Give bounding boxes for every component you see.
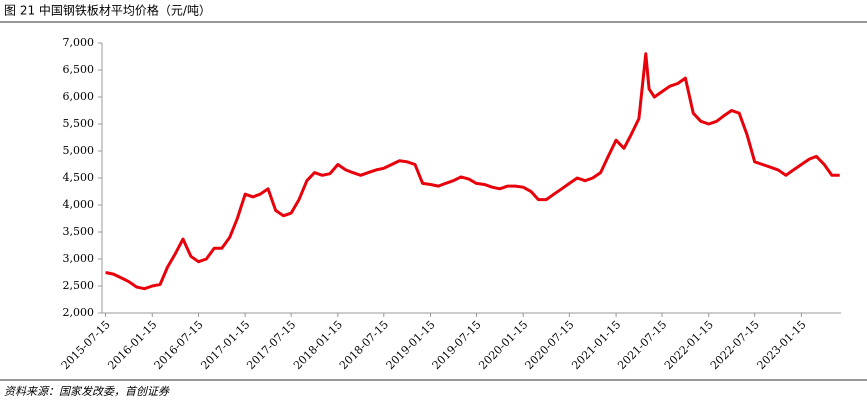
y-tick-label: 7,000 [63,36,95,49]
x-tick-label: 2019-07-15 [430,318,484,372]
y-tick-label: 4,000 [63,198,95,211]
y-tick-label: 5,000 [63,144,95,157]
chart-title: 图 21 中国钢铁板材平均价格（元/吨） [4,3,211,18]
x-tick-label: 2015-07-15 [59,318,113,372]
x-tick-label: 2023-01-15 [755,318,809,372]
line-series [105,52,840,291]
x-tick-label: 2021-07-15 [615,318,669,372]
source: 资料来源：国家发改委，首创证券 [4,385,170,398]
y-tick-label: 3,500 [63,225,95,238]
x-tick-label: 2017-07-15 [244,318,298,372]
x-tick-label: 2022-07-15 [708,318,762,372]
x-tick-label: 2016-07-15 [152,318,206,372]
y-tick-label: 4,500 [63,171,95,184]
y-tick-label: 2,500 [63,279,95,292]
y-tick-label: 6,500 [63,63,95,76]
x-tick-label: 2018-07-15 [337,318,391,372]
y-tick-label: 2,000 [63,306,95,319]
y-tick-label: 6,000 [63,90,95,103]
y-tick-label: 5,500 [63,117,95,130]
y-tick-label: 3,000 [63,252,95,265]
x-tick-label: 2020-07-15 [523,318,577,372]
